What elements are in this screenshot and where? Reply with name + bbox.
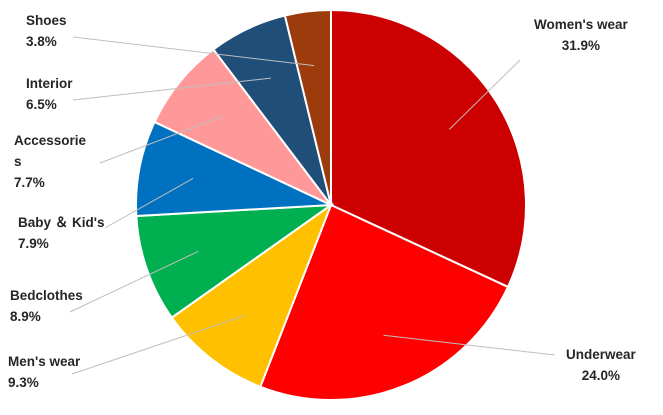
leader-line-7 [72, 36, 315, 67]
data-label-name: Bedclothes [10, 288, 83, 303]
pie-slice-1 [259, 203, 510, 401]
pie-slice-0 [330, 8, 527, 289]
data-label-name: Baby ＆ Kid's [18, 215, 105, 230]
data-label-value: 31.9% [561, 38, 601, 53]
pie-slice-5 [153, 48, 332, 206]
pie-slice-4 [135, 120, 332, 218]
data-label-name: Interior [26, 76, 73, 91]
data-label-value: 8.9% [10, 309, 41, 324]
leader-line-3 [69, 250, 199, 313]
data-label-name: s [14, 154, 22, 169]
pie-slice-3 [135, 203, 335, 320]
data-label-1: Underwear 24.0% [566, 344, 636, 386]
data-label-4: Baby ＆ Kid's 7.9% [18, 212, 104, 254]
data-label-value: 6.5% [26, 97, 57, 112]
data-label-value: 7.9% [18, 236, 49, 251]
data-label-name: Women's wear [534, 17, 628, 32]
pie-slice-7 [283, 8, 332, 206]
data-label-2: Men's wear 9.3% [8, 351, 80, 393]
pie-slice-2 [170, 202, 334, 389]
leader-line-5 [99, 116, 223, 164]
data-label-name: Accessorie [14, 133, 87, 148]
data-label-name: Shoes [26, 13, 67, 28]
leader-line-4 [104, 177, 194, 229]
data-label-6: Interior 6.5% [26, 73, 73, 115]
leader-line-6 [72, 77, 271, 101]
data-label-value: 24.0% [581, 368, 621, 383]
data-label-name: Underwear [566, 347, 636, 362]
data-label-0: Women's wear 31.9% [534, 14, 628, 56]
data-label-3: Bedclothes 8.9% [10, 285, 83, 327]
data-label-value: 9.3% [8, 375, 39, 390]
leader-line-2 [71, 315, 245, 375]
data-label-value: 7.7% [14, 175, 45, 190]
data-label-name: Men's wear [8, 354, 81, 369]
leader-line-0 [448, 59, 521, 130]
data-label-5: Accessorie s 7.7% [14, 130, 86, 193]
data-label-7: Shoes 3.8% [26, 10, 67, 52]
leader-line-1 [383, 334, 556, 356]
data-label-value: 3.8% [26, 34, 57, 49]
